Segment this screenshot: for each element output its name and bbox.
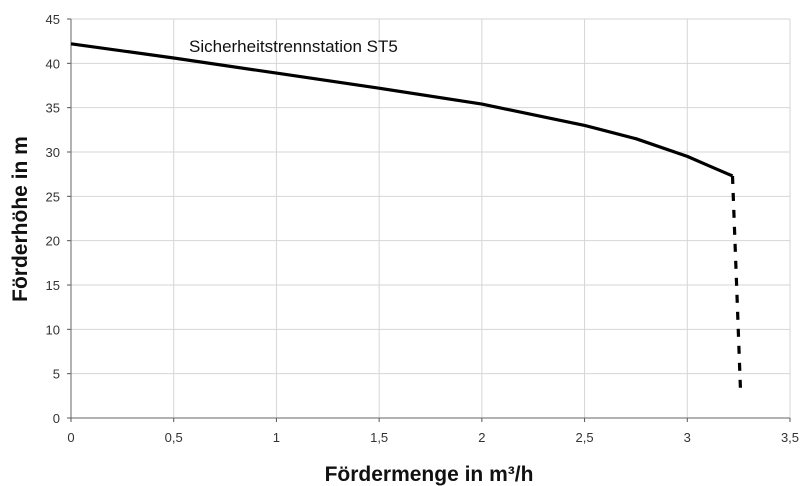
y-axis-title: Förderhöhe in m [9, 136, 32, 302]
series-lines [70, 42, 743, 396]
x-tick-label: 3,5 [781, 430, 799, 445]
x-tick-label: 1,5 [370, 430, 388, 445]
x-tick-label: 2,5 [576, 430, 594, 445]
y-tick-label: 20 [46, 234, 60, 249]
grid-lines [71, 18, 791, 418]
x-tick-label: 1 [273, 430, 280, 445]
axes [67, 18, 791, 422]
y-tick-label: 10 [46, 322, 60, 337]
x-tick-label: 0,5 [165, 430, 183, 445]
y-tick-label: 5 [53, 367, 60, 382]
x-axis-title: Fördermenge in m³/h [325, 463, 534, 486]
curve-annotation: Sicherheitstrennstation ST5 [189, 37, 398, 56]
y-tick-label: 15 [46, 278, 60, 293]
x-tick-label: 3 [684, 430, 691, 445]
series-line [70, 42, 734, 178]
y-tick-label: 0 [53, 411, 60, 426]
y-tick-label: 35 [46, 101, 60, 116]
x-tick-labels: 0 0,5 1 1,5 2 2,5 3 3,5 [67, 430, 799, 445]
x-tick-label: 2 [478, 430, 485, 445]
y-tick-labels: 0 5 10 15 20 25 30 35 40 45 [46, 12, 60, 426]
y-tick-label: 30 [46, 145, 60, 160]
y-tick-label: 25 [46, 189, 60, 204]
y-tick-label: 40 [46, 56, 60, 71]
series-line-dashed [730, 175, 743, 396]
y-tick-label: 45 [46, 12, 60, 27]
x-tick-label: 0 [67, 430, 74, 445]
